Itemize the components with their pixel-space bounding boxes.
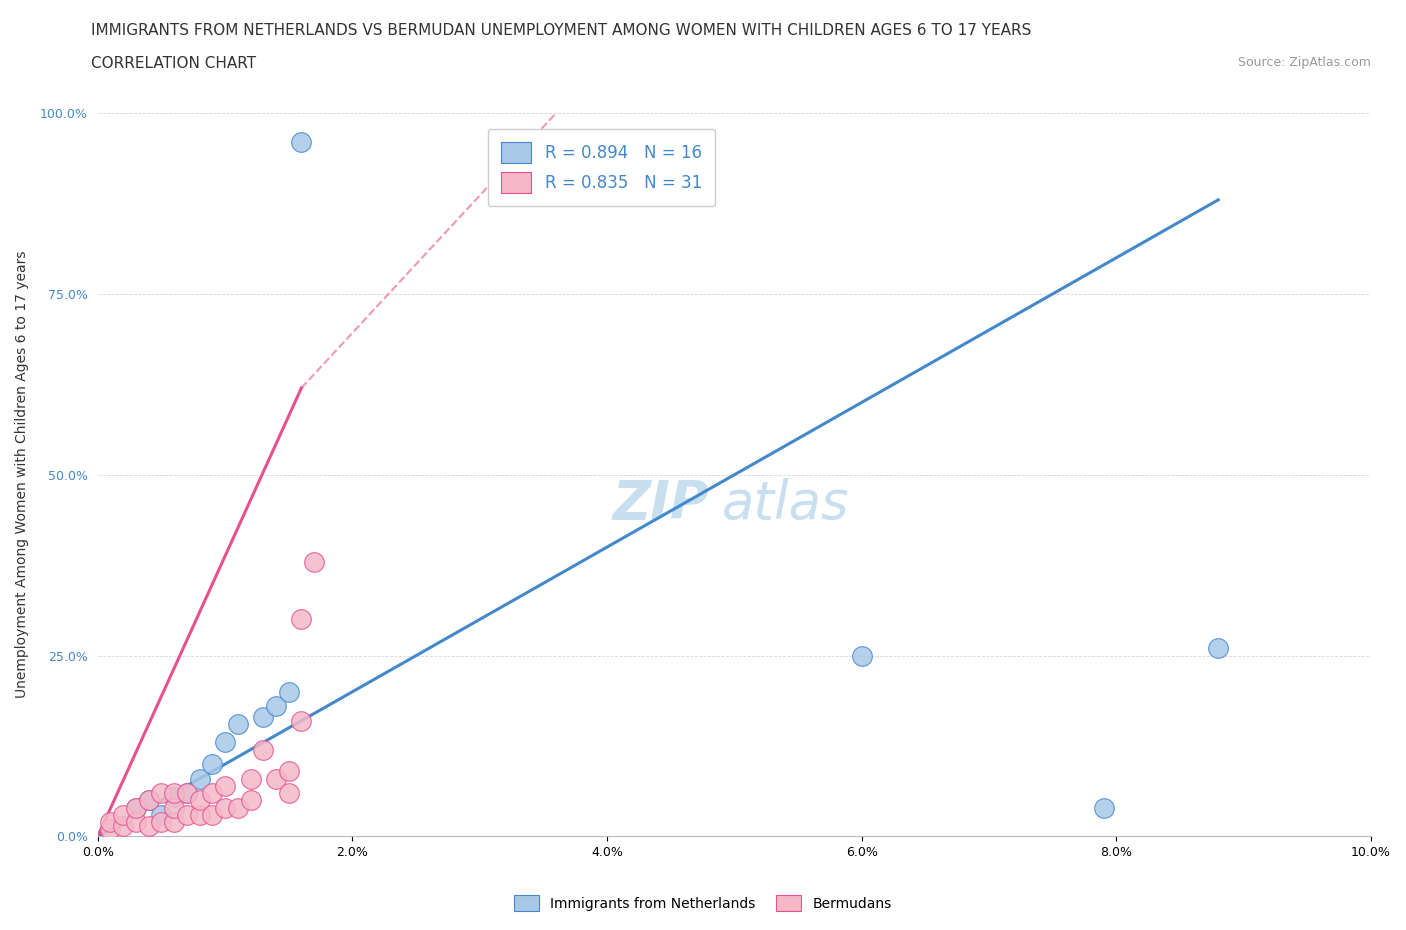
Point bbox=[290, 135, 312, 150]
Point bbox=[100, 822, 122, 837]
Point bbox=[252, 710, 274, 724]
Text: atlas: atlas bbox=[721, 478, 849, 530]
Point bbox=[252, 742, 274, 757]
Point bbox=[264, 698, 287, 713]
Point bbox=[264, 771, 287, 786]
Point bbox=[201, 757, 224, 772]
Point bbox=[214, 800, 236, 815]
Point bbox=[1206, 641, 1229, 656]
Point bbox=[239, 771, 262, 786]
Point bbox=[290, 612, 312, 627]
Point bbox=[112, 818, 135, 833]
Point bbox=[150, 815, 173, 830]
Point bbox=[277, 764, 299, 778]
Point bbox=[125, 800, 148, 815]
Point bbox=[188, 793, 211, 808]
Point bbox=[138, 793, 160, 808]
Point bbox=[226, 800, 249, 815]
Point bbox=[302, 554, 325, 569]
Point bbox=[138, 793, 160, 808]
Point bbox=[214, 778, 236, 793]
Point bbox=[226, 717, 249, 732]
Point bbox=[125, 800, 148, 815]
Point bbox=[214, 735, 236, 750]
Point bbox=[163, 815, 186, 830]
Legend: R = 0.894   N = 16, R = 0.835   N = 31: R = 0.894 N = 16, R = 0.835 N = 31 bbox=[488, 128, 716, 206]
Point bbox=[163, 786, 186, 801]
Point bbox=[125, 815, 148, 830]
Point bbox=[1092, 800, 1115, 815]
Point bbox=[163, 800, 186, 815]
Point bbox=[201, 786, 224, 801]
Point bbox=[277, 684, 299, 699]
Legend: Immigrants from Netherlands, Bermudans: Immigrants from Netherlands, Bermudans bbox=[508, 888, 898, 919]
Point bbox=[290, 713, 312, 728]
Point bbox=[150, 807, 173, 822]
Point bbox=[851, 648, 873, 663]
Point bbox=[188, 807, 211, 822]
Text: CORRELATION CHART: CORRELATION CHART bbox=[91, 56, 256, 71]
Point bbox=[100, 815, 122, 830]
Text: IMMIGRANTS FROM NETHERLANDS VS BERMUDAN UNEMPLOYMENT AMONG WOMEN WITH CHILDREN A: IMMIGRANTS FROM NETHERLANDS VS BERMUDAN … bbox=[91, 23, 1032, 38]
Point bbox=[239, 793, 262, 808]
Point bbox=[112, 807, 135, 822]
Point bbox=[150, 786, 173, 801]
Point bbox=[176, 786, 198, 801]
Text: ZIP: ZIP bbox=[613, 478, 709, 530]
Y-axis label: Unemployment Among Women with Children Ages 6 to 17 years: Unemployment Among Women with Children A… bbox=[15, 251, 30, 698]
Point bbox=[188, 771, 211, 786]
Point bbox=[277, 786, 299, 801]
Point bbox=[201, 807, 224, 822]
Text: Source: ZipAtlas.com: Source: ZipAtlas.com bbox=[1237, 56, 1371, 69]
Point bbox=[176, 786, 198, 801]
Point bbox=[138, 818, 160, 833]
Point bbox=[176, 807, 198, 822]
Point bbox=[163, 790, 186, 804]
